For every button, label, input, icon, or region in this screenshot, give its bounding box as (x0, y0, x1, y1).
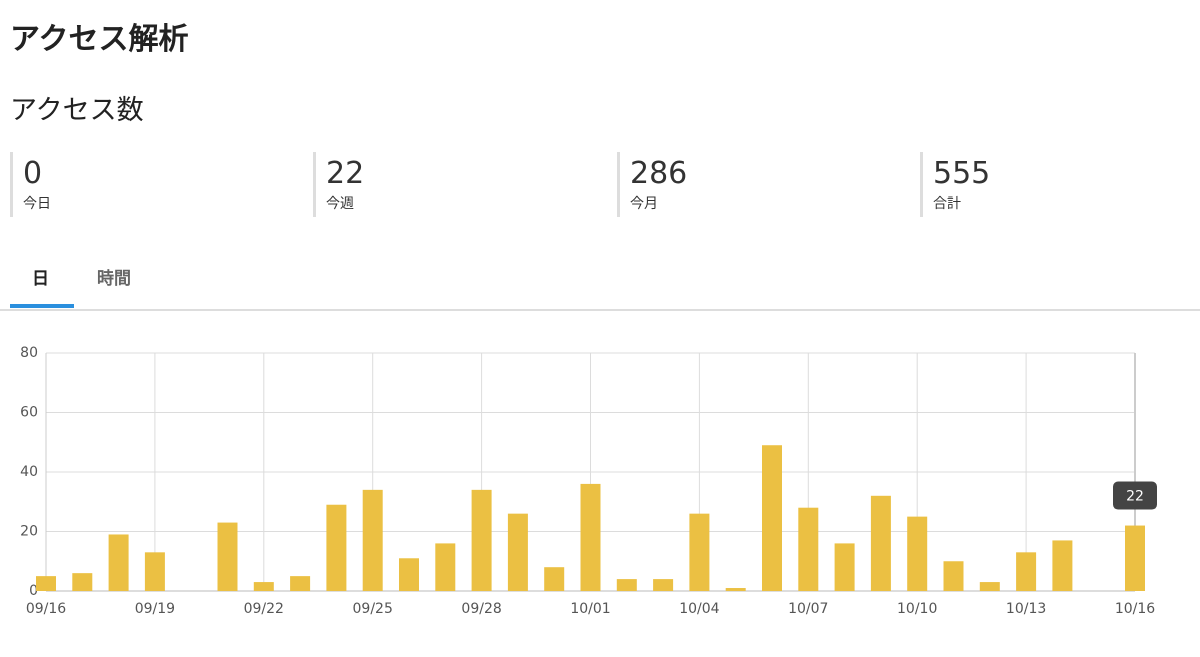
bar (1125, 525, 1145, 591)
x-tick-label: 10/10 (897, 601, 937, 617)
y-tick-label: 40 (20, 464, 38, 480)
stat: 286 今月 (617, 152, 687, 217)
x-tick-label: 09/19 (135, 601, 175, 617)
tab[interactable]: 日 (32, 269, 49, 289)
bar (798, 507, 819, 591)
bar (1016, 552, 1037, 591)
tab-bar: 日 時間 (0, 258, 1200, 311)
bar (725, 588, 746, 591)
stat-label: 今週 (326, 196, 354, 212)
x-tick-label: 10/04 (679, 601, 719, 617)
stat: 0 今日 (10, 152, 51, 217)
bar (616, 579, 637, 591)
x-tick-label: 10/16 (1115, 601, 1155, 617)
x-tick-label: 10/13 (1006, 601, 1046, 617)
x-tick-label: 10/01 (570, 601, 610, 617)
bar (1052, 540, 1073, 591)
stat-value: 286 (630, 156, 688, 191)
bar (471, 489, 492, 591)
stat-label: 今月 (630, 196, 658, 212)
stat-label: 今日 (23, 196, 51, 212)
bar (544, 567, 565, 591)
bar (72, 573, 93, 591)
bar (507, 513, 528, 591)
bar (435, 543, 456, 591)
tab[interactable]: 時間 (97, 269, 131, 289)
x-tick-label: 09/28 (461, 601, 501, 617)
bar (253, 582, 274, 591)
bar (762, 445, 782, 591)
x-tick-label: 09/22 (244, 601, 284, 617)
y-tick-label: 80 (20, 345, 38, 361)
bar (943, 561, 964, 591)
x-tick-label: 10/07 (788, 601, 828, 617)
page-title: アクセス解析 (10, 22, 189, 57)
bar (689, 513, 710, 591)
section-title: アクセス数 (10, 95, 144, 126)
x-tick-label: 09/16 (26, 601, 66, 617)
bar (108, 534, 129, 591)
tab-underline (10, 304, 74, 308)
stat: 555 合計 (920, 152, 990, 217)
bar (326, 504, 347, 591)
chart: 0 20 40 60 80 09/16 09/19 09/22 09/25 09/28 10/01 1… (20, 345, 1157, 617)
bar (36, 576, 56, 591)
bar (580, 483, 601, 591)
bar (834, 543, 855, 591)
bar (144, 552, 165, 591)
bar (217, 522, 238, 591)
stat-value: 0 (23, 156, 43, 191)
bar (399, 558, 419, 591)
bar (979, 582, 1000, 591)
y-tick-label: 0 (29, 583, 38, 599)
x-tick-label: 09/25 (353, 601, 393, 617)
tooltip-box (1113, 481, 1157, 510)
stat-label: 合計 (933, 196, 961, 212)
stat-value: 555 (933, 156, 991, 191)
stat: 22 今週 (313, 152, 364, 217)
tooltip-label: 22 (1126, 489, 1144, 505)
bar (907, 516, 928, 591)
bar (653, 579, 674, 591)
stat-value: 22 (326, 156, 365, 191)
bar (290, 576, 311, 591)
bar (870, 495, 891, 591)
y-tick-label: 20 (20, 524, 38, 540)
bar (362, 489, 383, 591)
y-tick-label: 60 (20, 405, 38, 421)
